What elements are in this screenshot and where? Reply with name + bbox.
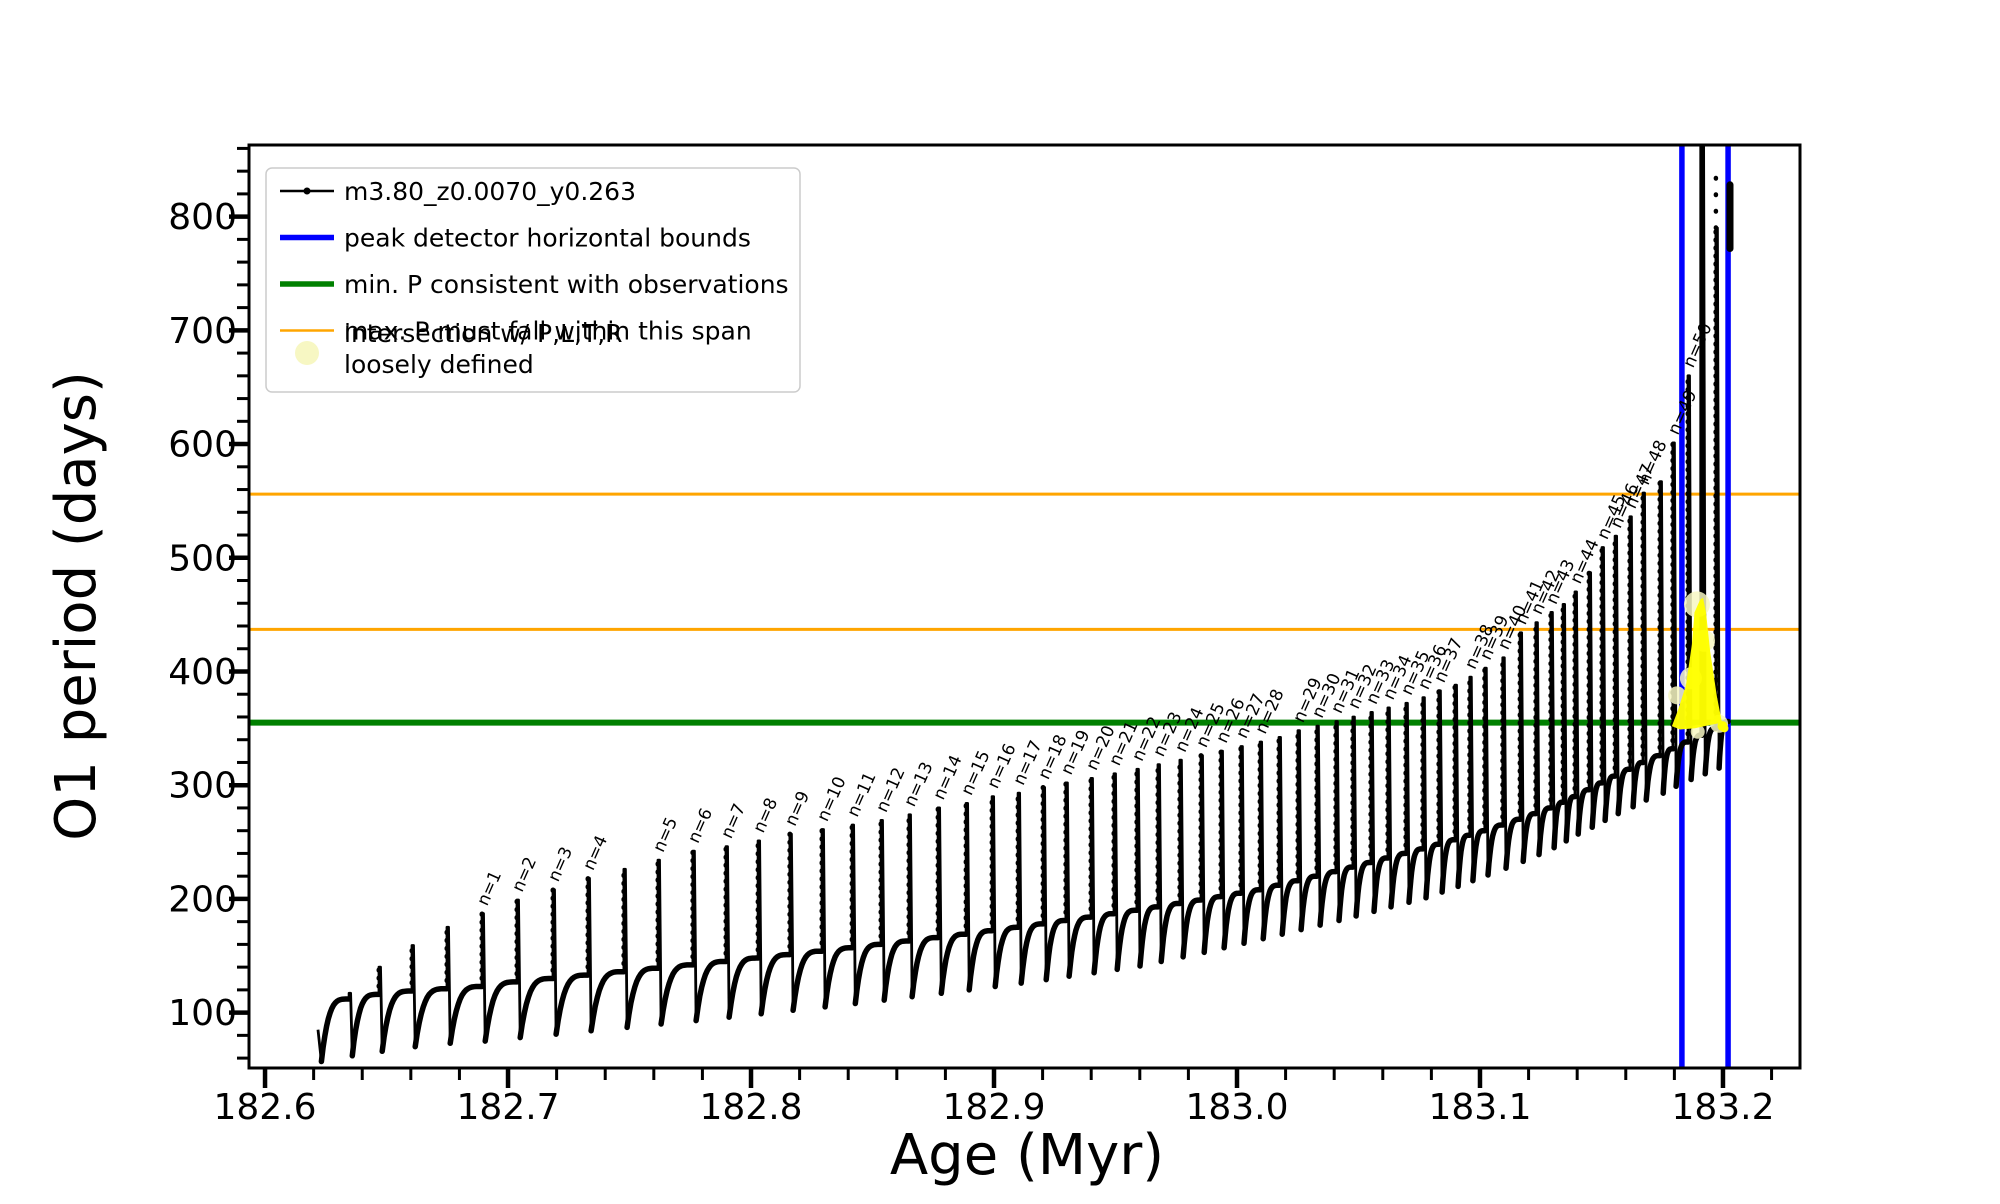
axes-frame bbox=[247, 143, 1802, 1070]
intersection-blob bbox=[1671, 597, 1722, 730]
y-tick-label: 300 bbox=[168, 766, 237, 807]
y-tick-label: 800 bbox=[168, 197, 237, 238]
x-tick-label: 183.0 bbox=[1185, 1087, 1288, 1128]
track-spike-markers bbox=[346, 143, 1719, 1002]
legend-label: min. P consistent with observations bbox=[344, 270, 789, 299]
legend-label: max. P must fall within this span bbox=[344, 317, 752, 346]
ticks-layer: 182.6 182.7 182.8 182.9 183.0 183.1 183.2 100 20… bbox=[168, 146, 1775, 1128]
legend-label: intersection w/ P,L,T,R bbox=[344, 319, 623, 348]
intersection-dot bbox=[1720, 724, 1729, 733]
x-tick-label: 182.8 bbox=[699, 1087, 802, 1128]
x-axis-label: Age (Myr) bbox=[890, 1123, 1164, 1188]
legend-intersection-marker bbox=[295, 341, 319, 365]
y-tick-label: 100 bbox=[168, 993, 237, 1034]
track-baseline-arcs bbox=[318, 718, 1731, 1065]
y-tick-label: 400 bbox=[168, 652, 237, 693]
y-tick-label: 200 bbox=[168, 879, 237, 920]
y-tick-label: 700 bbox=[168, 311, 237, 352]
guide-lines-layer bbox=[249, 145, 1800, 1068]
x-tick-label: 183.1 bbox=[1428, 1087, 1531, 1128]
legend-label-line2: loosely defined bbox=[344, 350, 534, 379]
y-tick-label: 600 bbox=[168, 425, 237, 466]
y-axis-label: O1 period (days) bbox=[44, 371, 109, 841]
x-tick-label: 182.6 bbox=[214, 1087, 317, 1128]
x-tick-label: 182.7 bbox=[456, 1087, 559, 1128]
x-tick-label: 183.2 bbox=[1671, 1087, 1774, 1128]
legend-box bbox=[265, 167, 801, 393]
x-tick-label: 182.9 bbox=[942, 1087, 1045, 1128]
legend-label: peak detector horizontal bounds bbox=[344, 224, 751, 253]
y-tick-label: 500 bbox=[168, 538, 237, 579]
legend-dot-marker bbox=[303, 187, 311, 195]
legend-label: m3.80_z0.0070_y0.263 bbox=[344, 177, 636, 206]
intersection-layer bbox=[1668, 591, 1729, 739]
